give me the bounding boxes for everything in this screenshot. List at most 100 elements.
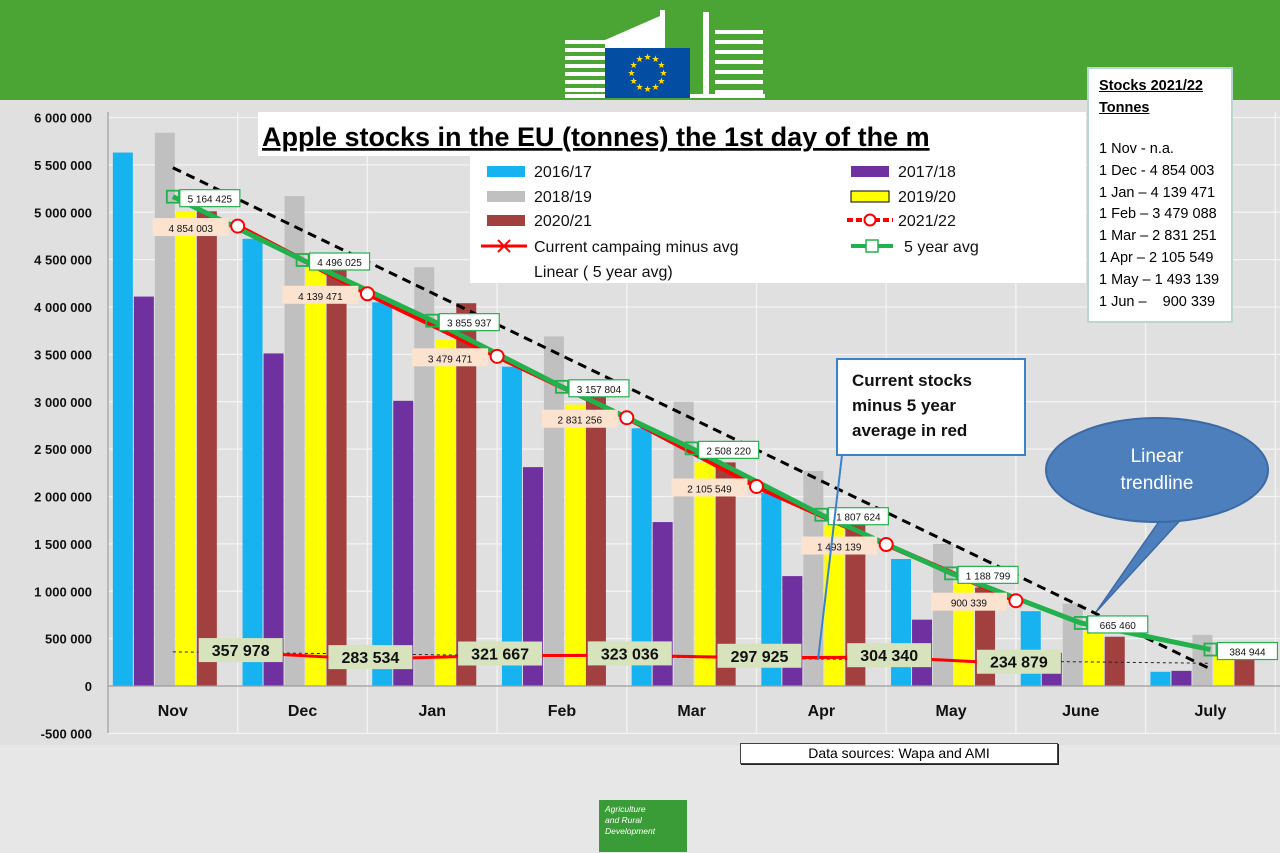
axes: 6 000 000 5 500 000 5 000 000 4 500 000 4 00… [34,111,1280,741]
european-commission-logo: ★ ★★★★★★★★★★★ [565,10,765,98]
label-bg-current-minus-avg [458,641,543,666]
legend-swatch [487,166,525,177]
bar-2017-18 [1171,670,1192,686]
data-label-2021-22: 900 339 [951,599,988,610]
point-5-year-avg [555,379,569,394]
data-label-5-year-avg: 2 508 220 [706,446,751,457]
x-tick-label: May [935,703,966,720]
label-bg-2021-22 [412,348,489,367]
eu-stars-icon: ★ ★★★★★★★★★★★ [627,53,667,95]
legend-item: 5 year avg [851,239,979,256]
legend-swatch [487,191,525,202]
eu-flag [605,48,690,98]
stocks-box-title: Stocks 2021/22 [1099,78,1203,94]
x-tick-label: June [1062,703,1099,720]
x-tick-label: Nov [158,703,188,720]
label-bg-current-minus-avg [587,641,672,666]
data-label-2021-22: 3 479 471 [428,354,473,365]
bar-2017-18 [263,353,284,686]
legend-item: 2016/17 [487,164,592,181]
stocks-item: 1 Apr – 2 105 549 [1099,249,1214,266]
eu-star: ★ [659,69,667,79]
data-label-2021-22: 4 854 003 [168,224,213,235]
data-label-2021-22: 2 831 256 [558,416,603,427]
linear-trendline [172,166,1212,671]
legend-label: 2021/22 [898,213,956,230]
title-background [258,112,1086,156]
bubble-line-2: trendline [1121,473,1194,494]
y-tick-label: 1 500 000 [34,537,92,552]
legend-item: 2019/20 [850,189,956,206]
data-label-5-year-avg: 1 188 799 [966,571,1011,582]
label-bg-5-year-avg [1087,615,1149,634]
bar-2017-18 [133,296,154,686]
bar-2019-20 [175,211,196,687]
legend-marker [863,213,877,227]
stocks-item: 1 Feb – 3 479 088 [1099,206,1217,223]
x-tick-label: Dec [288,703,317,720]
bars [112,132,1255,687]
eu-star: ★ [643,85,651,95]
x-tick-label: July [1194,703,1226,720]
bar-2019-20 [435,339,456,686]
eu-star: ★ [635,83,643,93]
stocks-box-subtitle: Tonnes [1099,100,1150,116]
point-2021-22 [749,478,764,494]
bar-2019-20 [1213,654,1234,686]
label-bg-current-minus-avg [717,643,802,668]
point-5-year-avg [295,253,310,267]
y-tick-label: 3 000 000 [34,395,92,410]
data-source: Data sources: Wapa and AMI [740,743,1058,764]
label-bg-5-year-avg [698,440,760,459]
point-2021-22 [1008,593,1024,609]
eu-star: ★ [651,55,659,65]
legend-item: 2018/19 [487,189,592,206]
legend-swatch [851,166,889,177]
y-tick-label: -500 000 [41,726,92,741]
data-label-current-minus-avg: 357 978 [212,643,270,660]
bar-2019-20 [305,268,326,686]
data-label-current-minus-avg: 297 925 [731,649,789,666]
stocks-2021-22-box: Stocks 2021/22 Tonnes 1 Nov - n.a. 1 Dec… [1087,67,1233,323]
label-bg-5-year-avg [179,189,241,208]
label-bg-2021-22 [541,409,618,428]
data-label-2021-22: 1 493 139 [817,543,862,554]
bar-2016-17 [112,152,133,686]
bar-2017-18 [782,576,803,686]
bar-2019-20 [564,404,585,686]
bar-2020-21 [456,303,477,686]
label-bg-current-minus-avg [198,638,283,663]
legend-item: Current campaing minus avg [481,239,739,256]
data-label-current-minus-avg: 321 667 [471,647,529,664]
y-tick-label: 6 000 000 [34,111,92,126]
bar-2016-17 [501,366,522,686]
legend-label: 2019/20 [898,189,956,206]
y-tick-label: 4 000 000 [34,300,92,315]
point-5-year-avg [814,507,829,522]
note-line-2: minus 5 year [852,396,956,415]
legend-label: 2018/19 [534,189,592,206]
note-line-3: average in red [852,421,968,440]
label-bg-current-minus-avg [976,649,1061,674]
callouts: Linear trendline [817,417,1269,661]
data-label-5-year-avg: 665 460 [1100,621,1137,632]
bar-2016-17 [242,238,263,686]
bar-2018-19 [414,267,435,686]
stocks-item: 1 May – 1 493 139 [1099,271,1220,288]
point-2021-22 [619,410,635,426]
eu-star: ★ [627,69,635,79]
label-bg-5-year-avg [568,379,630,398]
point-5-year-avg [165,189,180,204]
bar-2017-18 [522,467,543,686]
bar-2020-21 [326,268,347,686]
label-bg-2021-22 [152,218,229,237]
data-label-2021-22: 4 139 471 [298,292,343,303]
label-bg-5-year-avg [827,507,889,526]
y-tick-label: 4 500 000 [34,253,92,268]
legend-label: 2016/17 [534,164,592,181]
point-2021-22 [230,218,246,234]
eu-star: ★ [630,77,638,87]
x-tick-label: Mar [677,703,705,720]
bar-2018-19 [803,470,824,686]
